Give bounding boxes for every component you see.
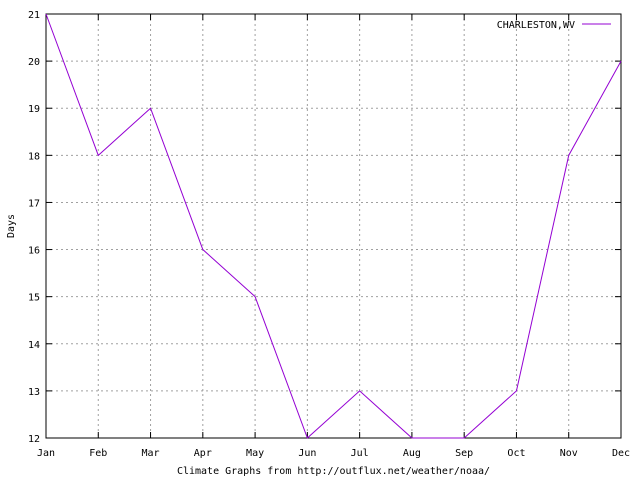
y-tick-label: 16	[28, 246, 40, 257]
y-axis-label: Days	[6, 214, 17, 238]
x-tick-label: Jan	[37, 448, 55, 459]
y-axis-tick-labels: 12 13 14 15 16 17 18 19 20 21	[28, 10, 40, 445]
x-tick-label: Mar	[142, 448, 160, 459]
x-tick-label: Feb	[89, 448, 107, 459]
x-tick-label: May	[246, 448, 264, 459]
y-tick-label: 14	[28, 340, 40, 351]
y-tick-label: 12	[28, 434, 40, 445]
x-tick-label: Jul	[351, 448, 369, 459]
x-tick-label: Sep	[455, 448, 473, 459]
x-tick-label: Aug	[403, 448, 421, 459]
y-tick-label: 20	[28, 57, 40, 68]
x-tick-label: Nov	[560, 448, 578, 459]
y-tick-label: 15	[28, 293, 40, 304]
x-tick-label: Jun	[298, 448, 316, 459]
legend-label: CHARLESTON,WV	[497, 20, 575, 31]
series-line	[45, 13, 622, 439]
grid-lines	[46, 14, 621, 438]
axis-ticks	[45, 13, 622, 439]
series-layer	[45, 13, 622, 439]
plot-frame	[45, 13, 622, 439]
y-tick-label: 13	[28, 387, 40, 398]
y-tick-label: 17	[28, 198, 40, 209]
legend: CHARLESTON,WV	[497, 20, 611, 31]
y-tick-label: 18	[28, 151, 40, 162]
x-axis-label: Climate Graphs from http://outflux.net/w…	[177, 466, 490, 477]
x-tick-label: Apr	[194, 448, 212, 459]
x-tick-label: Oct	[507, 448, 525, 459]
y-tick-label: 19	[28, 104, 40, 115]
x-axis-tick-labels: Jan Feb Mar Apr May Jun Jul Aug Sep Oct Nov Dec	[37, 448, 630, 459]
y-tick-label: 21	[28, 10, 40, 21]
x-tick-label: Dec	[612, 448, 630, 459]
